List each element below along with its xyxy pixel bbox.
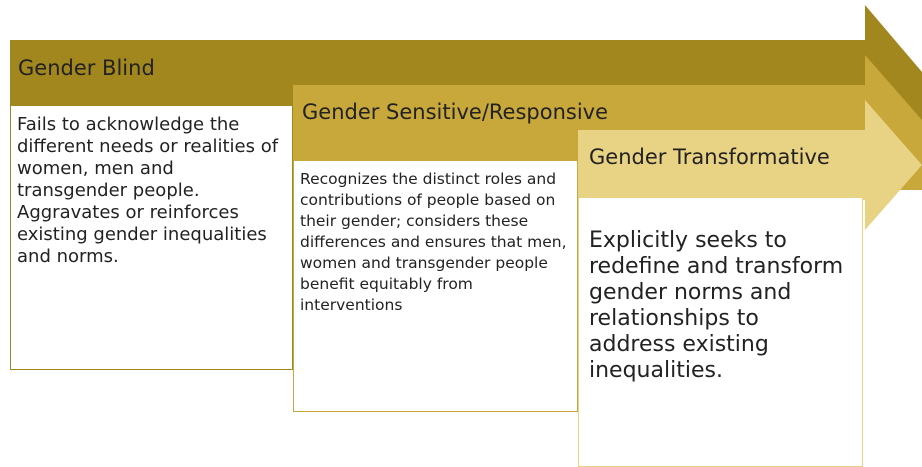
stage-box: Fails to acknowledge the different needs… bbox=[10, 105, 293, 370]
stage-title: Gender Sensitive/Responsive bbox=[302, 100, 609, 124]
stage-description: Explicitly seeks to redefine and transfo… bbox=[589, 228, 844, 383]
stage-description: Recognizes the distinct roles and contri… bbox=[300, 170, 567, 314]
stage-title: Gender Transformative bbox=[589, 145, 830, 169]
stage-box: Explicitly seeks to redefine and transfo… bbox=[578, 197, 863, 467]
stage-title: Gender Blind bbox=[18, 56, 155, 80]
stage-box: Recognizes the distinct roles and contri… bbox=[293, 160, 578, 412]
stage-description: Fails to acknowledge the different needs… bbox=[17, 114, 279, 267]
page: {"stages": [ {"title": "Gender Blind", "… bbox=[10, 5, 922, 467]
